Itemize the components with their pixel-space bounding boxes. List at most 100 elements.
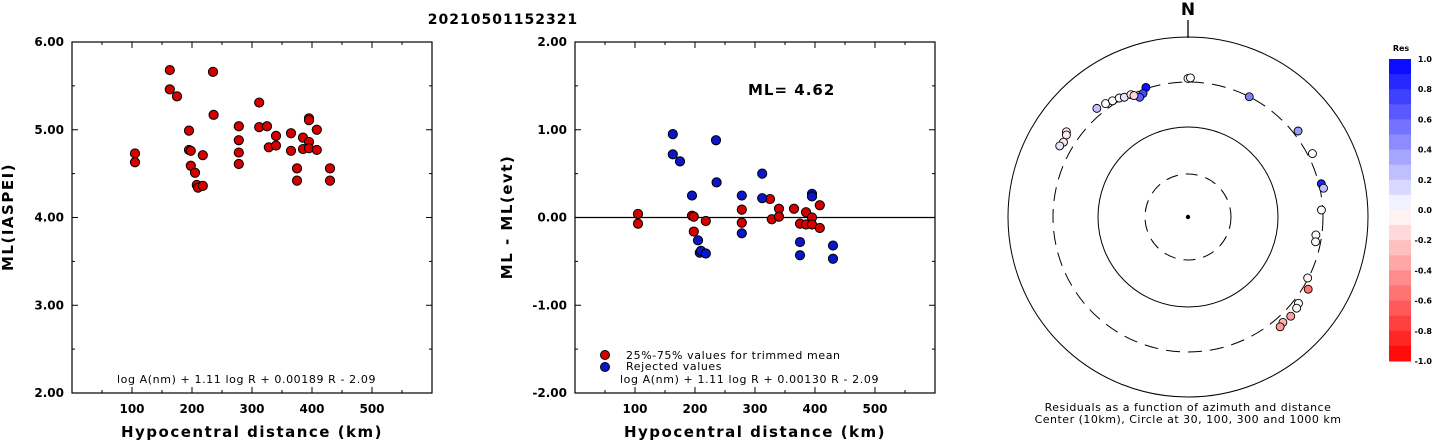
data-points [129, 64, 336, 193]
data-point [303, 114, 315, 126]
y-tick-label: 0.00 [537, 211, 567, 225]
data-point [291, 163, 303, 174]
colorbar-tick-label: 0.2 [1418, 176, 1432, 185]
station-point [1311, 237, 1320, 247]
data-point [129, 157, 141, 168]
x-tick-label: 400 [299, 402, 324, 416]
station-point [1293, 126, 1303, 136]
range-circle-1000km [1007, 36, 1369, 398]
data-point [208, 109, 219, 120]
data-point [788, 203, 800, 214]
y-tick-label: 2.00 [537, 35, 567, 49]
data-point [324, 163, 336, 174]
colorbar-cell [1389, 240, 1411, 256]
colorbar-cell [1389, 255, 1411, 271]
station-point [1303, 284, 1313, 294]
data-point [700, 215, 711, 227]
y-tick-label: 5.00 [34, 123, 64, 137]
data-point [688, 226, 699, 237]
data-point [757, 193, 768, 204]
colorbar-cell [1389, 330, 1411, 347]
colorbar-ticks: 1.0 0.8 0.6 0.4 0.2 0.0 -0.2 -0.4 -0.6 -0.8 -1.0 [1415, 55, 1433, 366]
data-point [736, 190, 747, 201]
range-circle-100km [1097, 126, 1279, 308]
ml-residual-vs-distance-chart: 100 200 300 400 500 -2.00 -1.00 0.00 1.00 2.00 ML… [498, 35, 936, 441]
colorbar-cell [1389, 194, 1411, 211]
colorbar-cell [1389, 74, 1411, 90]
colorbar-tick-label: 0.8 [1418, 85, 1433, 94]
y-tick-label: 1.00 [537, 123, 567, 137]
data-point [794, 236, 806, 248]
colorbar-tick-label: -0.8 [1415, 327, 1433, 336]
legend-swatch-rejected [600, 362, 610, 372]
data-point [806, 191, 818, 202]
colorbar-cell [1389, 164, 1411, 181]
station-point [1129, 91, 1139, 101]
x-tick-label: 300 [239, 402, 264, 416]
colorbar-cell [1389, 104, 1411, 120]
colorbar-cell [1389, 119, 1411, 135]
station-residual-points [1055, 73, 1328, 332]
colorbar-cell [1389, 89, 1411, 105]
data-point [164, 84, 175, 95]
data-point [183, 125, 195, 136]
station-point [1275, 322, 1285, 332]
data-point [710, 135, 722, 146]
colorbar-cell [1389, 210, 1411, 226]
station-point [1319, 183, 1328, 193]
data-point [270, 140, 282, 151]
colorbar-tick-label: 0.6 [1418, 115, 1433, 124]
data-point [270, 130, 282, 141]
colorbar-cell [1389, 285, 1411, 302]
figure-title: 20210501152321 [428, 12, 578, 28]
colorbar-tick-label: -0.6 [1415, 297, 1433, 306]
station-point [1185, 73, 1195, 83]
data-point [700, 248, 711, 259]
colorbar-cell [1389, 225, 1411, 241]
station-point [1303, 273, 1313, 283]
y-axis-label: ML(IASPEI) [0, 163, 17, 271]
x-tick-label: 500 [359, 402, 384, 416]
y-tick-label: -1.00 [532, 298, 567, 312]
colorbar-cell [1389, 315, 1411, 332]
x-axis-label: Hypocentral distance (km) [121, 423, 383, 441]
station-point [1092, 103, 1102, 113]
data-points [632, 129, 839, 264]
data-point [773, 211, 785, 222]
y-tick-label: 2.00 [34, 386, 64, 400]
magnitude-formula: log A(nm) + 1.11 log R + 0.00130 R - 2.0… [620, 373, 879, 386]
y-tick-label: -2.00 [532, 386, 567, 400]
legend-swatch-accepted [600, 350, 610, 360]
colorbar-cells [1389, 59, 1411, 362]
data-point [197, 180, 208, 192]
station-point [1244, 92, 1254, 102]
epicenter-marker [1185, 214, 1191, 220]
residual-colorbar: Res 1.0 0.8 0.6 0.4 0.2 0.0 -0.2 -0.4 -0.6 -0.8 -1… [1389, 44, 1432, 366]
data-point [171, 91, 183, 102]
legend-label-rejected: Rejected values [626, 360, 722, 373]
x-tick-label: 400 [802, 402, 827, 416]
range-circle-300km [1052, 81, 1324, 353]
ml-vs-distance-chart: 100 200 300 400 500 2.00 3.00 4.00 5.00 6.00 ML(I… [0, 35, 433, 441]
data-point [686, 190, 698, 201]
data-point [311, 124, 322, 135]
azimuth-residual-polar-plot: N Residuals as a function of azimuth and… [1007, 0, 1369, 426]
data-point [189, 167, 201, 178]
station-point [1055, 141, 1065, 151]
colorbar-cell [1389, 149, 1411, 166]
y-axis-label: ML - ML(evt) [498, 155, 516, 279]
data-point [667, 129, 678, 140]
x-axis-label: Hypocentral distance (km) [624, 423, 886, 441]
data-point [814, 200, 825, 211]
data-point [233, 121, 244, 132]
data-point [324, 175, 336, 186]
data-point [164, 64, 175, 76]
x-tick-label: 500 [862, 402, 887, 416]
data-point [757, 168, 768, 179]
data-point [632, 208, 644, 220]
station-point [1316, 205, 1326, 215]
data-point [667, 149, 678, 160]
station-point [1292, 303, 1302, 313]
legend-label-accepted: 25%-75% values for trimmed mean [626, 349, 841, 362]
